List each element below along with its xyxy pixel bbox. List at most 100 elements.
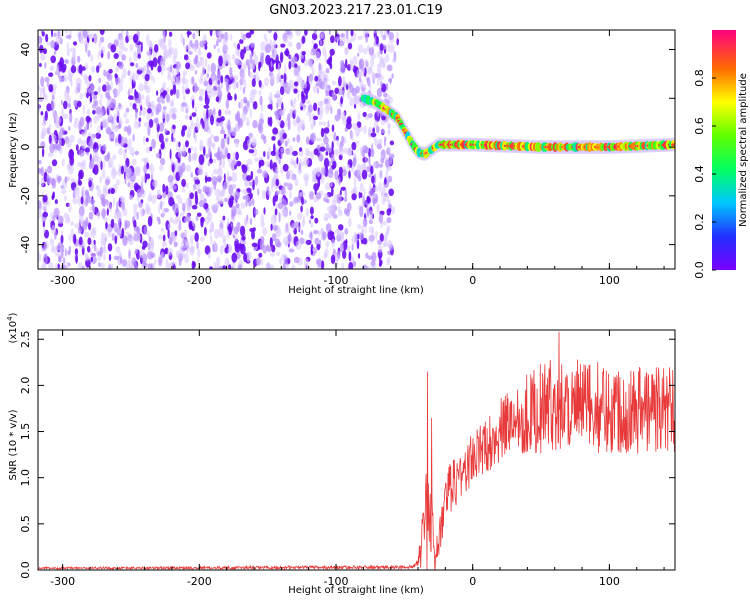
heatmap-cell — [74, 117, 79, 123]
heatmap-cell — [58, 75, 63, 83]
heatmap-cell — [102, 84, 107, 92]
heatmap-cell — [118, 147, 123, 156]
heatmap-cell — [235, 151, 239, 161]
heatmap-cell — [181, 76, 186, 86]
heatmap-cell — [206, 72, 209, 79]
heatmap-cell — [217, 200, 223, 205]
heatmap-cell — [338, 231, 345, 239]
heatmap-cell — [306, 100, 311, 105]
heatmap-cell — [81, 186, 86, 193]
heatmap-cell — [128, 249, 132, 260]
spectrogram-frame — [37, 29, 676, 270]
heatmap-cell — [129, 264, 133, 269]
heatmap-cell — [53, 207, 60, 218]
heatmap-cell — [282, 261, 286, 269]
heatmap-cell — [356, 121, 362, 128]
heatmap-cell — [199, 139, 204, 151]
heatmap-cell — [88, 141, 93, 150]
heatmap-cell — [103, 254, 106, 261]
spectrogram-y-tick-label: 0 — [19, 144, 32, 151]
heatmap-cell — [272, 224, 278, 231]
heatmap-cell — [162, 207, 166, 217]
heatmap-cell — [194, 190, 198, 199]
heatmap-cell — [196, 241, 199, 250]
heatmap-cell — [53, 50, 57, 55]
snr-x-tick-label: -100 — [324, 575, 349, 588]
heatmap-cell — [88, 180, 92, 188]
heatmap-cell — [363, 125, 367, 135]
heatmap-cell — [64, 248, 67, 257]
heatmap-cell — [199, 88, 205, 96]
heatmap-cell — [98, 48, 102, 57]
heatmap-cell — [62, 113, 69, 120]
heatmap-cell — [283, 37, 289, 44]
heatmap-cell — [225, 122, 228, 130]
heatmap-cell — [281, 102, 284, 111]
heatmap-cell — [269, 74, 276, 84]
heatmap-cell — [111, 166, 116, 176]
heatmap-cell — [121, 165, 124, 175]
heatmap-cell — [38, 104, 41, 114]
heatmap-cell — [265, 262, 272, 269]
heatmap-cell — [297, 212, 303, 221]
heatmap-cell — [45, 33, 49, 43]
heatmap-cell — [260, 133, 265, 140]
heatmap-cell — [376, 67, 382, 73]
heatmap-cell — [346, 164, 351, 170]
heatmap-cell — [204, 175, 208, 183]
heatmap-cell — [291, 222, 296, 231]
heatmap-cell — [382, 242, 386, 248]
colorbar-tick-label: 0.0 — [693, 261, 706, 279]
heatmap-cell — [188, 51, 193, 55]
heatmap-cell — [85, 255, 90, 262]
heatmap-cell — [197, 212, 202, 217]
heatmap-cell — [93, 239, 96, 245]
heatmap-cell — [84, 75, 88, 85]
heatmap-cell — [202, 34, 208, 45]
spectrogram-x-tick-label: 0 — [469, 274, 476, 287]
heatmap-cell — [51, 30, 53, 38]
heatmap-cell — [303, 59, 309, 67]
heatmap-cell — [301, 196, 304, 205]
heatmap-cell — [38, 200, 42, 210]
heatmap-cell — [267, 189, 272, 197]
heatmap-cell — [249, 54, 253, 65]
heatmap-cell — [144, 74, 150, 82]
heatmap-cell — [168, 48, 172, 59]
heatmap-cell — [146, 63, 149, 71]
heatmap-cell — [259, 118, 264, 125]
heatmap-cell — [211, 173, 214, 179]
heatmap-cell — [47, 165, 53, 174]
heatmap-cell — [150, 61, 154, 71]
snr-y-tick-label: 0.5 — [19, 515, 32, 533]
heatmap-cell — [57, 263, 60, 269]
heatmap-cell — [102, 238, 107, 246]
heatmap-cell — [203, 146, 206, 156]
heatmap-cell — [294, 63, 298, 68]
heatmap-cell — [251, 137, 257, 148]
heatmap-cell — [219, 129, 226, 135]
heatmap-cell — [116, 179, 120, 186]
heatmap-cell — [304, 258, 309, 269]
heatmap-cell — [65, 34, 72, 39]
heatmap-cell — [223, 43, 229, 52]
heatmap-cell — [174, 230, 178, 237]
heatmap-cell — [166, 87, 170, 93]
heatmap-cell — [148, 242, 152, 249]
heatmap-cell — [169, 216, 174, 224]
heatmap-cell — [120, 202, 123, 210]
heatmap-cell — [52, 143, 58, 150]
heatmap-cell — [217, 30, 221, 38]
heatmap-cell — [269, 116, 273, 127]
heatmap-cell — [233, 42, 237, 48]
heatmap-cell — [389, 77, 392, 85]
heatmap-cell — [314, 30, 317, 35]
heatmap-cell — [50, 177, 56, 186]
heatmap-cell — [199, 55, 202, 62]
heatmap-cell — [222, 215, 226, 221]
heatmap-cell — [125, 30, 129, 37]
heatmap-cell — [91, 204, 95, 212]
heatmap-cell — [279, 100, 283, 105]
snr-background — [38, 330, 675, 570]
heatmap-cell — [326, 100, 332, 111]
